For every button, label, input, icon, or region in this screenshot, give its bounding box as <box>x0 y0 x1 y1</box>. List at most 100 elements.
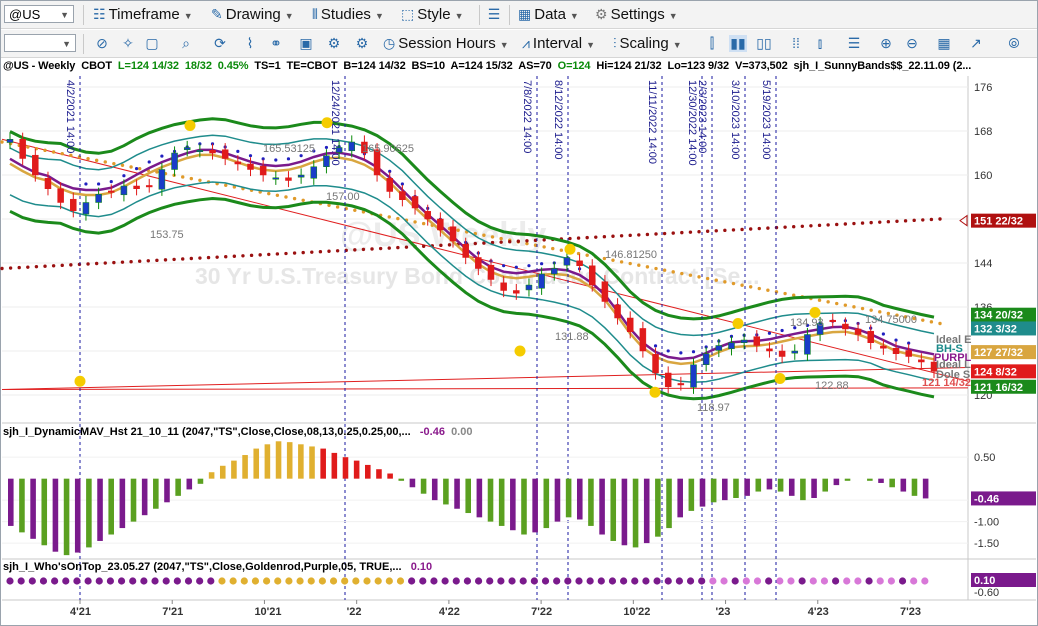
orange-dotted-line <box>551 246 555 251</box>
indicator-right-label: Dole S <box>936 369 970 381</box>
session-hours-button[interactable]: ◷ Session Hours ▼ <box>383 35 509 52</box>
link-icon[interactable]: ⊘ <box>96 35 108 51</box>
dot-indicator <box>463 577 472 585</box>
hist-bar <box>431 478 438 501</box>
candle-body <box>930 361 938 372</box>
darkred-dotted-line <box>327 249 331 253</box>
orange-dotted-line <box>129 165 133 169</box>
orange-dotted-line <box>938 321 942 326</box>
candle-body <box>145 185 153 188</box>
dot-indicator <box>608 577 617 585</box>
shapes-icon[interactable]: ▢ <box>145 35 159 51</box>
style-button[interactable]: ⬚ Style ▼ <box>401 6 464 23</box>
candle-body <box>449 226 457 242</box>
orange-dotted-line <box>275 193 280 197</box>
darkred-dotted-line <box>181 257 185 261</box>
price-annotation: 146.81250 <box>605 249 657 261</box>
orange-dotted-line <box>51 150 56 154</box>
zoom-window-icon[interactable]: ⌕ <box>182 35 190 51</box>
bar-chart-icon[interactable]: ⫿ <box>709 35 715 51</box>
chevron-down-icon[interactable]: ▼ <box>62 39 71 49</box>
layout-icon[interactable]: ☰ <box>487 6 501 22</box>
chart-icon[interactable]: ⌇ <box>246 35 254 51</box>
dot-indicator <box>597 577 605 585</box>
hist-bar <box>8 478 14 526</box>
orange-dotted-line <box>602 256 607 261</box>
hist-bar <box>208 472 215 479</box>
price-annotation: 153.75 <box>150 229 184 241</box>
candle-body <box>44 178 52 190</box>
layout2-icon[interactable]: ☰ <box>847 35 861 51</box>
zoom-in-icon[interactable]: ⊕ <box>880 35 892 51</box>
candlestick-icon[interactable]: ▮▮ <box>729 35 747 52</box>
hist-bar <box>409 478 416 488</box>
candle-body <box>728 342 735 350</box>
bar-style-icon[interactable]: ⁞⁞ <box>792 35 800 51</box>
dots-value-box <box>971 573 1036 587</box>
interval-input[interactable]: ▼ <box>4 34 76 52</box>
studies-button[interactable]: ⫴ Studies ▼ <box>312 6 384 23</box>
darkred-dotted-line <box>611 234 615 238</box>
orange-dotted-line <box>26 145 30 149</box>
hist-bar <box>342 457 349 479</box>
drawing-button[interactable]: ✎ Drawing ▼ <box>211 6 294 23</box>
scaling-button[interactable]: ⫶ Scaling ▼ <box>613 35 682 52</box>
interval-icon: ⩘ <box>522 35 530 51</box>
dot-indicator <box>709 577 717 585</box>
link-chart-icon[interactable]: ⚭ <box>270 35 282 51</box>
darkred-dotted-line <box>310 250 314 254</box>
candle-body <box>285 177 292 181</box>
timeframe-button[interactable]: ☷ Timeframe ▼ <box>93 6 193 23</box>
interval-button[interactable]: ⩘ Interval ▼ <box>522 35 596 52</box>
candle-body <box>702 353 710 365</box>
orange-dotted-line <box>482 233 486 237</box>
chart-settings-icon[interactable]: ⚙ <box>355 35 369 51</box>
volume-icon[interactable]: ⫾ <box>817 35 823 51</box>
candle-body <box>588 265 596 286</box>
candle-body <box>652 354 659 374</box>
orange-dotted-line <box>69 153 73 158</box>
chevron-down-icon: ▼ <box>586 40 596 50</box>
hist-bar <box>141 478 148 516</box>
time-axis-tick: 10'22 <box>623 606 650 618</box>
settings-chart-icon[interactable]: ⚙ <box>327 35 341 51</box>
indicator-right-label: PURPL <box>934 352 972 364</box>
darkred-dotted-line <box>189 256 194 261</box>
orange-dotted-line <box>103 160 107 164</box>
dot-indicator <box>385 577 393 585</box>
event-line-label: 12/30/2022 14:00 <box>686 80 698 166</box>
blue-dotted-line <box>691 350 696 354</box>
candle-body <box>335 147 343 153</box>
dot-indicator <box>218 577 226 585</box>
orange-dotted-line <box>903 315 908 319</box>
price-marker-box <box>971 345 1036 360</box>
table-icon[interactable]: ▦ <box>937 35 951 51</box>
image-icon[interactable]: ▣ <box>299 35 313 51</box>
candle-body <box>525 284 533 291</box>
data-button[interactable]: ▦ Data ▼ <box>518 6 579 23</box>
candle-body <box>829 319 836 322</box>
compare-icon[interactable]: ⦾ <box>1008 35 1020 51</box>
symbol-input[interactable]: @US ▼ <box>4 5 74 23</box>
info-bs: BS=10 <box>411 60 446 72</box>
trend-icon[interactable]: ↗ <box>970 35 982 51</box>
candle-body <box>804 334 811 355</box>
hist-bar <box>231 460 237 479</box>
orange-dotted-line <box>869 308 873 312</box>
hist-bar <box>164 478 170 503</box>
dot-indicator <box>798 577 806 585</box>
time-axis-tick: 4'22 <box>439 606 460 618</box>
zoom-out-icon[interactable]: ⊖ <box>906 35 918 51</box>
settings-button[interactable]: ⚙ Settings ▼ <box>595 6 678 23</box>
orange-dotted-line <box>387 215 391 219</box>
hollow-candle-icon[interactable]: ▯▯ <box>756 35 772 51</box>
hist-bar <box>309 446 315 479</box>
signal-marker <box>514 345 526 357</box>
magic-icon[interactable]: ✧ <box>122 35 134 51</box>
refresh-icon[interactable]: ⟳ <box>214 35 226 51</box>
darkred-dotted-line <box>680 230 684 235</box>
chevron-down-icon[interactable]: ▼ <box>60 10 69 20</box>
time-axis-tick: 7'23 <box>900 606 921 618</box>
orange-dotted-line <box>585 253 589 257</box>
